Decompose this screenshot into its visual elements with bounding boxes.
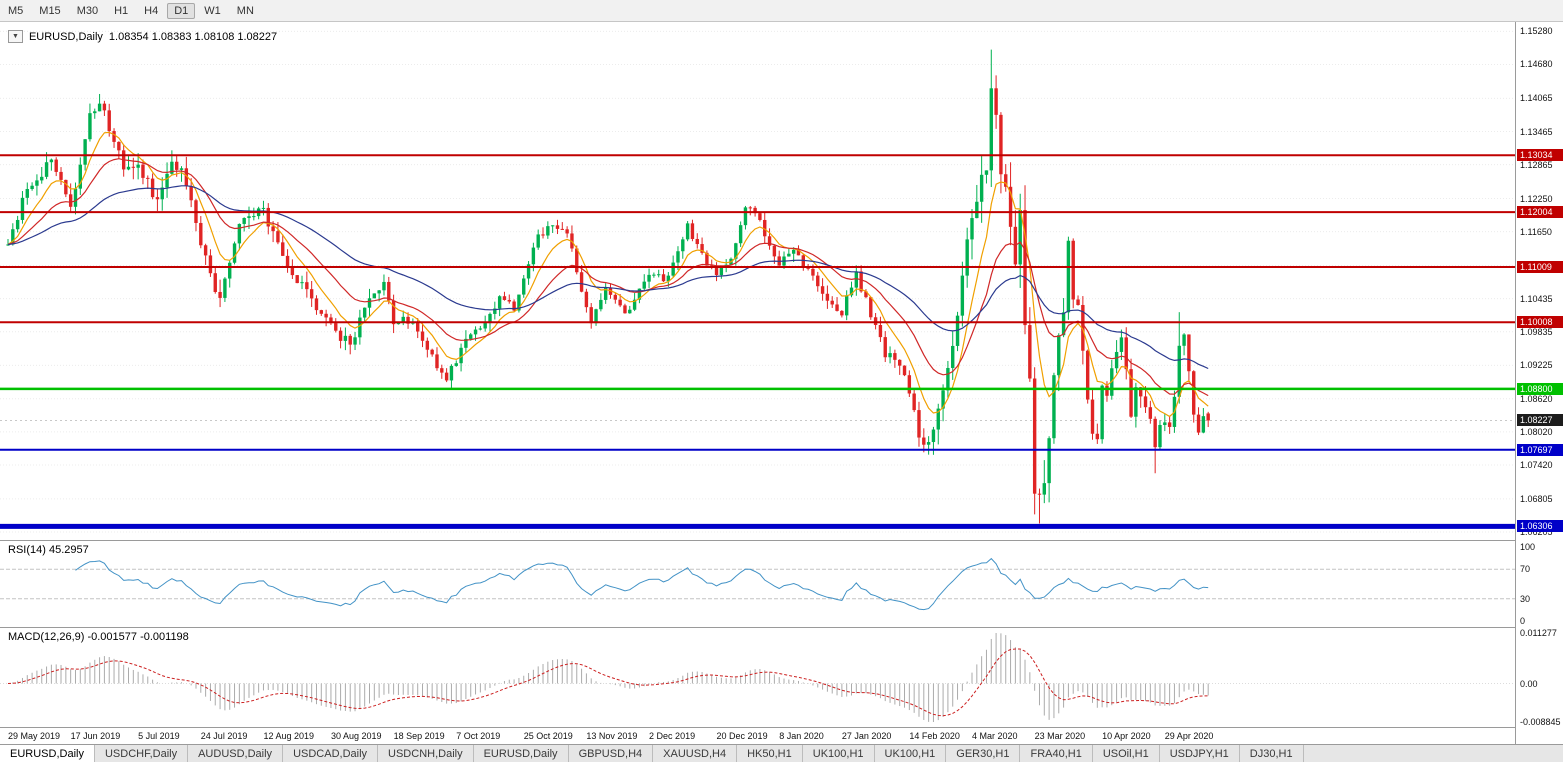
rsi-tick: 70 (1520, 564, 1531, 575)
rsi-label: RSI(14) 45.2957 (8, 544, 89, 556)
date-label: 8 Jan 2020 (779, 731, 824, 741)
chart-tab-eurusd-daily[interactable]: EURUSD,Daily (0, 745, 95, 762)
date-label: 18 Sep 2019 (393, 731, 445, 741)
chart-dropdown-icon[interactable]: ▼ (8, 30, 23, 43)
level-price-tag: 1.10008 (1517, 316, 1563, 329)
price-tick: 1.14065 (1520, 93, 1553, 104)
timeframe-button-w1[interactable]: W1 (204, 4, 221, 17)
price-tick: 1.09835 (1520, 326, 1553, 337)
chart-tab-usdjpy-h1[interactable]: USDJPY,H1 (1160, 745, 1240, 762)
date-label: 5 Jul 2019 (138, 731, 180, 741)
chart-tab-gbpusd-h4[interactable]: GBPUSD,H4 (569, 745, 654, 762)
timeframe-button-h4[interactable]: H4 (144, 4, 159, 17)
rsi-panel: RSI(14) 45.2957 (0, 541, 1515, 627)
timeframe-button-mn[interactable]: MN (236, 4, 254, 17)
price-tick: 1.07420 (1520, 459, 1553, 470)
level-price-tag: 1.12004 (1517, 206, 1563, 219)
price-tick: 1.08020 (1520, 426, 1553, 437)
chart-tab-fra40-h1[interactable]: FRA40,H1 (1020, 745, 1093, 762)
chart-tab-eurusd-daily[interactable]: EURUSD,Daily (474, 745, 569, 762)
macd-label: MACD(12,26,9) -0.001577 -0.001198 (8, 631, 189, 643)
chart-tab-dj30-h1[interactable]: DJ30,H1 (1240, 745, 1304, 762)
price-tick: 1.13465 (1520, 126, 1553, 137)
chart-tab-xauusd-h4[interactable]: XAUUSD,H4 (653, 745, 738, 762)
time-axis[interactable]: 29 May 2019 17 Jun 2019 5 Jul 2019 24 Jul 2… (0, 727, 1515, 744)
symbol-title: EURUSD,Daily (28, 30, 103, 43)
price-tick: 1.10435 (1520, 293, 1553, 304)
price-chart-panel: ▼ EURUSD,Daily 1.08354 1.08383 1.08108 1… (0, 22, 1515, 540)
date-label: 14 Feb 2020 (909, 731, 960, 741)
macd-tick: 0.00 (1520, 678, 1538, 689)
price-tick: 1.15280 (1520, 26, 1553, 37)
date-label: 2 Dec 2019 (649, 731, 696, 741)
chart-tab-usdcnh-daily[interactable]: USDCNH,Daily (378, 745, 474, 762)
current-price-tag: 1.08227 (1517, 414, 1563, 427)
date-label: 7 Oct 2019 (456, 731, 501, 741)
macd-tick: 0.011277 (1520, 628, 1557, 638)
date-label: 25 Oct 2019 (523, 731, 573, 741)
date-label: 30 Aug 2019 (330, 731, 382, 741)
chart-tab-usoil-h1[interactable]: USOil,H1 (1093, 745, 1160, 762)
date-label: 4 Mar 2020 (972, 731, 1018, 741)
timeframe-button-m30[interactable]: M30 (76, 4, 99, 17)
chart-legend: ▼ EURUSD,Daily 1.08354 1.08383 1.08108 1… (8, 30, 277, 43)
rsi-tick: 0 (1520, 616, 1526, 626)
price-tick: 1.09225 (1520, 360, 1553, 371)
date-label: 20 Dec 2019 (716, 731, 768, 741)
ma-line-20 (7, 158, 1209, 397)
panel-separator (0, 540, 1563, 541)
chart-tab-ger30-h1[interactable]: GER30,H1 (946, 745, 1021, 762)
date-label: 12 Aug 2019 (263, 731, 315, 741)
timeframe-button-m15[interactable]: M15 (39, 4, 61, 17)
price-tick: 1.06805 (1520, 493, 1553, 504)
date-label: 29 May 2019 (8, 731, 61, 741)
level-price-tag: 1.08800 (1517, 382, 1563, 395)
level-price-tag: 1.06306 (1517, 520, 1563, 533)
level-price-tag: 1.11009 (1517, 260, 1563, 273)
macd-signal-line (7, 648, 1209, 717)
ohlc-values: 1.08354 1.08383 1.08108 1.08227 (108, 30, 278, 43)
level-price-tag: 1.07697 (1517, 443, 1563, 456)
date-label: 29 Apr 2020 (1164, 731, 1214, 741)
panel-separator (0, 627, 1563, 628)
chart-tab-usdcad-daily[interactable]: USDCAD,Daily (283, 745, 379, 762)
chart-tab-usdchf-daily[interactable]: USDCHF,Daily (95, 745, 189, 762)
timeframe-button-m5[interactable]: M5 (8, 4, 24, 17)
level-price-tag: 1.13034 (1517, 149, 1563, 162)
timeframe-button-d1[interactable]: D1 (167, 2, 196, 19)
macd-panel: MACD(12,26,9) -0.001577 -0.001198 (0, 628, 1515, 727)
ma-line-50 (7, 185, 1209, 370)
date-label: 10 Apr 2020 (1102, 731, 1151, 741)
price-tick: 1.14680 (1520, 59, 1553, 70)
price-tick: 1.12865 (1520, 159, 1553, 170)
timeframe-button-h1[interactable]: H1 (114, 4, 129, 17)
rsi-tick: 30 (1520, 593, 1531, 604)
chart-tab-uk100-h1[interactable]: UK100,H1 (875, 745, 947, 762)
rsi-plot[interactable] (0, 541, 1515, 627)
chart-tab-uk100-h1[interactable]: UK100,H1 (803, 745, 875, 762)
price-tick: 1.08620 (1520, 393, 1553, 404)
chart-tab-bar: EURUSD,Daily USDCHF,Daily AUDUSD,Daily USDC… (0, 744, 1563, 762)
macd-plot[interactable] (0, 628, 1515, 727)
price-scale[interactable]: 1.15280 1.14680 1.14065 1.13465 1.12865 1.122… (1515, 22, 1563, 744)
rsi-tick: 100 (1520, 542, 1536, 552)
ma-line-8 (7, 131, 1209, 418)
macd-tick: -0.008845 (1520, 717, 1561, 727)
date-label: 13 Nov 2019 (586, 731, 638, 741)
candles-layer (6, 49, 1210, 524)
date-label: 24 Jul 2019 (200, 731, 248, 741)
date-label: 17 Jun 2019 (70, 731, 121, 741)
rsi-line (75, 557, 1209, 611)
candlestick-chart[interactable] (0, 22, 1515, 540)
price-tick: 1.12250 (1520, 193, 1553, 204)
chart-tab-hk50-h1[interactable]: HK50,H1 (737, 745, 803, 762)
date-label: 27 Jan 2020 (841, 731, 892, 741)
date-label: 23 Mar 2020 (1034, 731, 1086, 741)
price-tick: 1.11650 (1520, 226, 1552, 237)
timeframe-toolbar: M5 M15 M30 H1 H4 D1 W1 MN (0, 0, 1563, 22)
chart-tab-audusd-daily[interactable]: AUDUSD,Daily (188, 745, 284, 762)
